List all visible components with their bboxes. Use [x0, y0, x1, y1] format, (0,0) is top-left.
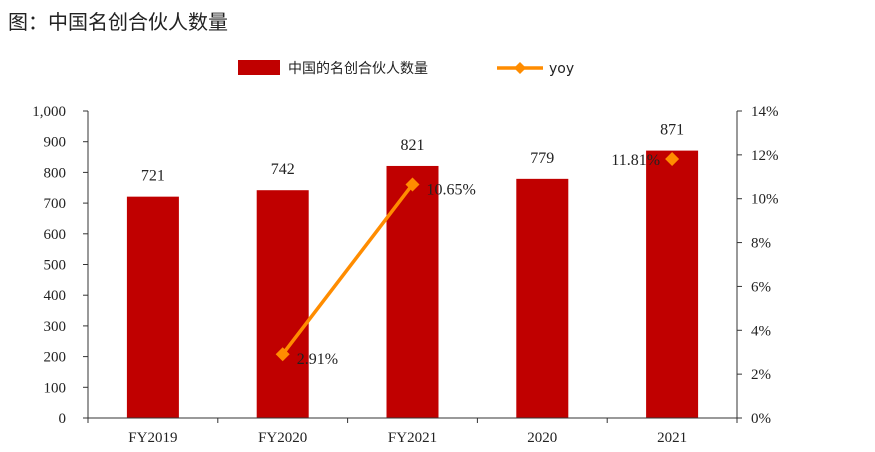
- yoy-line: [281, 183, 414, 356]
- left-axis-tick-label: 300: [44, 319, 67, 335]
- legend-line-label: yoy: [549, 61, 574, 77]
- legend-line-marker: [514, 62, 526, 74]
- right-axis-tick-label: 2%: [751, 367, 771, 383]
- left-axis-tick-label: 700: [44, 196, 67, 212]
- left-axis-tick-label: 0: [59, 411, 67, 427]
- yoy-value-label: 2.91%: [297, 351, 338, 368]
- yoy-value-label: 10.65%: [427, 181, 476, 198]
- bar-value-label: 821: [401, 137, 425, 154]
- right-axis-tick-label: 10%: [751, 192, 779, 208]
- bar-value-label: 779: [530, 150, 554, 167]
- left-axis-tick-label: 900: [44, 135, 67, 151]
- left-axis-tick-label: 600: [44, 227, 67, 243]
- left-axis-tick-label: 800: [44, 165, 67, 181]
- bar: [126, 196, 179, 418]
- legend-bar-swatch: [238, 60, 280, 75]
- bar-value-label: 721: [141, 168, 165, 185]
- right-axis-tick-label: 0%: [751, 411, 771, 427]
- bar: [386, 165, 439, 418]
- yoy-value-label: 11.81%: [611, 152, 660, 169]
- left-axis-tick-label: 100: [44, 380, 67, 396]
- figure-title: 图：中国名创合伙人数量: [8, 10, 228, 34]
- bar: [646, 150, 699, 418]
- legend-bar-label: 中国的名创合伙人数量: [288, 61, 428, 77]
- right-axis-tick-label: 12%: [751, 148, 779, 164]
- bar: [256, 190, 309, 418]
- bar-value-label: 742: [271, 161, 295, 178]
- yoy-marker: [275, 347, 290, 362]
- right-axis-tick-label: 8%: [751, 236, 771, 252]
- x-axis-tick-label: FY2020: [258, 430, 307, 446]
- yoy-marker: [405, 177, 420, 192]
- x-axis-tick-label: 2021: [657, 430, 687, 446]
- left-axis-tick-label: 500: [44, 258, 67, 274]
- left-axis-tick-label: 1,000: [32, 104, 66, 120]
- bar-value-label: 871: [660, 122, 684, 139]
- x-axis-tick-label: FY2019: [128, 430, 177, 446]
- bar: [516, 178, 569, 418]
- right-axis-tick-label: 14%: [751, 104, 779, 120]
- left-axis-tick-label: 200: [44, 350, 67, 366]
- left-axis-tick-label: 400: [44, 288, 67, 304]
- x-axis-tick-label: FY2021: [388, 430, 437, 446]
- right-axis-tick-label: 6%: [751, 279, 771, 295]
- x-axis-tick-label: 2020: [527, 430, 557, 446]
- yoy-marker: [665, 152, 680, 167]
- right-axis-tick-label: 4%: [751, 323, 771, 339]
